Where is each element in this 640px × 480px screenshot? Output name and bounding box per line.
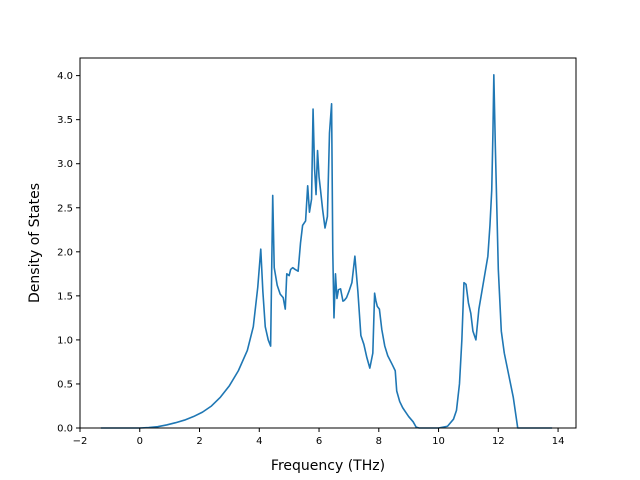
x-tick-label: −2 (73, 436, 88, 447)
x-tick-label: 2 (196, 436, 202, 447)
dos-series-line-0 (100, 73, 553, 429)
y-tick-label: 0.5 (57, 379, 73, 390)
y-tick-label: 2.5 (57, 203, 73, 214)
y-tick-label: 1.5 (57, 291, 73, 302)
y-tick-label: 2.0 (57, 247, 73, 258)
y-tick-label: 4.0 (57, 71, 73, 82)
x-tick-label: 8 (376, 436, 382, 447)
x-axis: −2 0 2 4 6 8 10 12 14 (73, 428, 565, 447)
y-tick-label: 0.0 (57, 424, 73, 435)
y-axis: 0.0 0.5 1.0 1.5 2.0 2.5 3.0 3.5 4.0 (57, 71, 80, 435)
x-axis-label: Frequency (THz) (271, 458, 385, 474)
y-tick-label: 1.0 (57, 335, 73, 346)
x-tick-label: 6 (316, 436, 322, 447)
y-tick-label: 3.5 (57, 115, 73, 126)
x-tick-label: 12 (492, 436, 505, 447)
y-tick-label: 3.0 (57, 159, 73, 170)
x-tick-label: 10 (432, 436, 445, 447)
y-axis-label: Density of States (27, 183, 43, 303)
x-tick-label: 4 (256, 436, 262, 447)
plot-background (80, 58, 576, 428)
plot-frame (79, 57, 577, 429)
series-layer (100, 73, 553, 429)
x-tick-label: 0 (137, 436, 143, 447)
x-tick-label: 14 (552, 436, 565, 447)
